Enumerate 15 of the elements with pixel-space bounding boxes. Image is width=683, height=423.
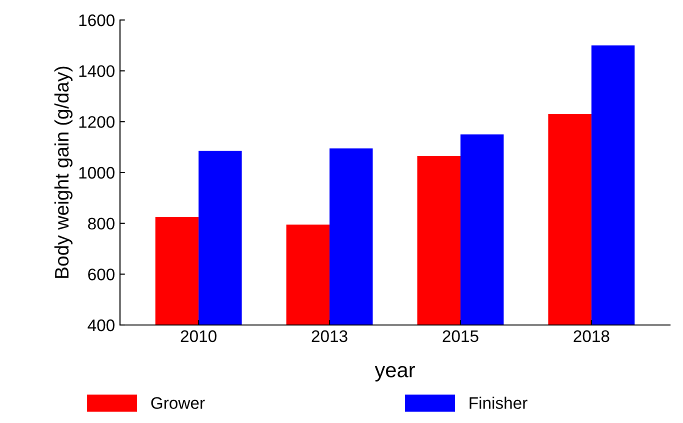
y-tick-label: 800 (88, 218, 114, 230)
x-axis-title: year (374, 366, 415, 382)
y-tick-label: 1600 (79, 14, 114, 26)
x-tick-label: 2018 (574, 330, 610, 342)
y-tick-label: 1000 (79, 166, 114, 179)
y-tick-label: 600 (88, 268, 114, 280)
x-tick-label: 2013 (312, 330, 348, 342)
legend-label: Grower (151, 397, 205, 409)
y-tick-label: 1400 (79, 65, 114, 78)
y-tick-label: 400 (88, 319, 114, 332)
y-tick-label: 1200 (79, 116, 114, 128)
y-axis-title: Body weight gain (g/day) (54, 66, 73, 278)
legend-label: Finisher (470, 396, 528, 409)
x-tick-label: 2010 (180, 330, 216, 342)
x-tick-label: 2015 (442, 330, 478, 342)
